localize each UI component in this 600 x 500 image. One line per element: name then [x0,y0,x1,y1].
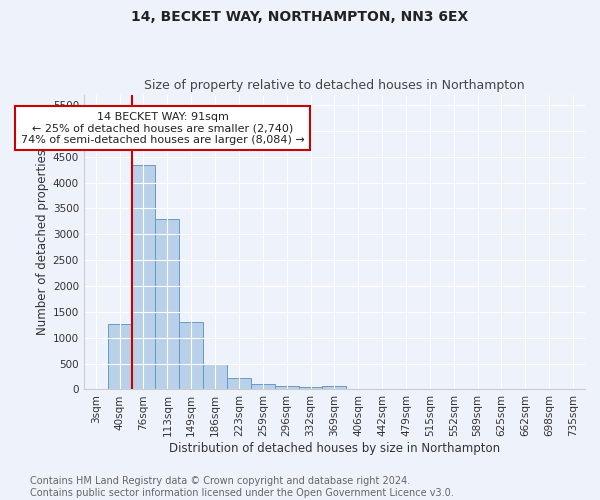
Title: Size of property relative to detached houses in Northampton: Size of property relative to detached ho… [144,79,525,92]
Bar [251,384,275,390]
Bar [155,218,179,390]
Bar [322,386,346,390]
Bar [107,324,131,390]
Bar [275,386,299,390]
Bar [203,364,227,390]
X-axis label: Distribution of detached houses by size in Northampton: Distribution of detached houses by size … [169,442,500,455]
Bar [179,322,203,390]
Bar [299,386,322,390]
Y-axis label: Number of detached properties: Number of detached properties [35,149,49,335]
Bar [131,166,155,390]
Text: Contains HM Land Registry data © Crown copyright and database right 2024.
Contai: Contains HM Land Registry data © Crown c… [30,476,454,498]
Text: 14, BECKET WAY, NORTHAMPTON, NN3 6EX: 14, BECKET WAY, NORTHAMPTON, NN3 6EX [131,10,469,24]
Bar [227,378,251,390]
Text: 14 BECKET WAY: 91sqm
← 25% of detached houses are smaller (2,740)
74% of semi-de: 14 BECKET WAY: 91sqm ← 25% of detached h… [20,112,304,145]
